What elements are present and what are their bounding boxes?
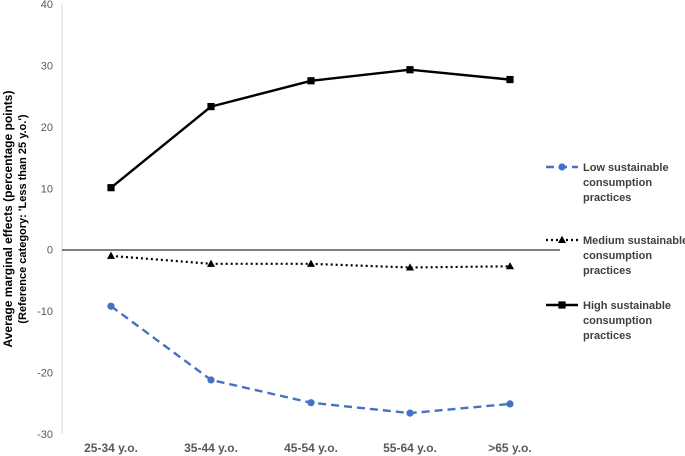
data-point (107, 184, 115, 192)
y-axis-title: Average marginal effects (percentage poi… (1, 91, 29, 348)
legend-label: High sustainable (583, 300, 671, 312)
data-point (207, 102, 215, 111)
legend-marker (558, 301, 566, 309)
data-point (307, 399, 315, 407)
data-point (406, 263, 414, 271)
series-circle (107, 302, 514, 417)
legend-entry: Low sustainable consumption practices (546, 162, 669, 204)
data-point (207, 376, 215, 384)
data-point (406, 409, 414, 417)
legend-label: practices (583, 265, 631, 277)
legend-marker (558, 163, 566, 171)
series-line (110, 305, 511, 415)
series-lines (107, 66, 514, 417)
legend-label: Medium sustainable (583, 235, 685, 247)
y-tick-label: 40 (41, 0, 53, 11)
data-point (107, 302, 115, 310)
legend-label: consumption (583, 315, 652, 327)
legend-label: consumption (583, 250, 652, 262)
x-tick-label: 45-54 y.o. (284, 441, 338, 455)
y-tick-label: -10 (37, 306, 53, 318)
series-square (107, 66, 514, 192)
legend: Low sustainableconsumptionpracticesMediu… (546, 162, 685, 342)
y-axis-label: Average marginal effects (percentage poi… (1, 91, 15, 348)
data-point (307, 259, 315, 267)
legend-label: Low sustainable (583, 162, 669, 174)
data-point (506, 75, 514, 84)
x-tick-label: 55-64 y.o. (383, 441, 437, 455)
y-tick-label: 10 (41, 183, 53, 195)
y-tick-label: 0 (47, 245, 53, 257)
data-point (506, 400, 514, 408)
y-tick-label: 30 (41, 60, 53, 72)
series-line (110, 68, 511, 189)
legend-entry: High sustainable consumption practices (546, 300, 671, 342)
y-tick-label: -20 (37, 368, 53, 380)
data-point (307, 77, 315, 85)
x-tick-label: 35-44 y.o. (184, 441, 238, 455)
data-point (506, 262, 514, 270)
x-tick-label: 25-34 y.o. (84, 441, 138, 455)
data-point (406, 66, 414, 74)
legend-label: practices (583, 330, 631, 342)
series-triangle (107, 251, 514, 271)
legend-entry: Medium sustainable consumption practices (546, 235, 685, 277)
y-tick-label: 20 (41, 122, 53, 134)
legend-label: practices (583, 192, 631, 204)
legend-marker (558, 235, 566, 243)
y-axis-sublabel: (Reference category: 'Less than 25 y.o.'… (17, 114, 29, 324)
data-point (107, 251, 115, 259)
x-tick-labels: 25-34 y.o. 35-44 y.o. 45-54 y.o. 55-64 y.o.… (84, 441, 532, 455)
y-tick-labels: 40 30 20 10 0 -10 -20 -30 (37, 0, 53, 441)
legend-label: consumption (583, 177, 652, 189)
x-tick-label: >65 y.o. (488, 441, 531, 455)
y-tick-label: -30 (37, 429, 53, 441)
data-point (207, 259, 215, 267)
